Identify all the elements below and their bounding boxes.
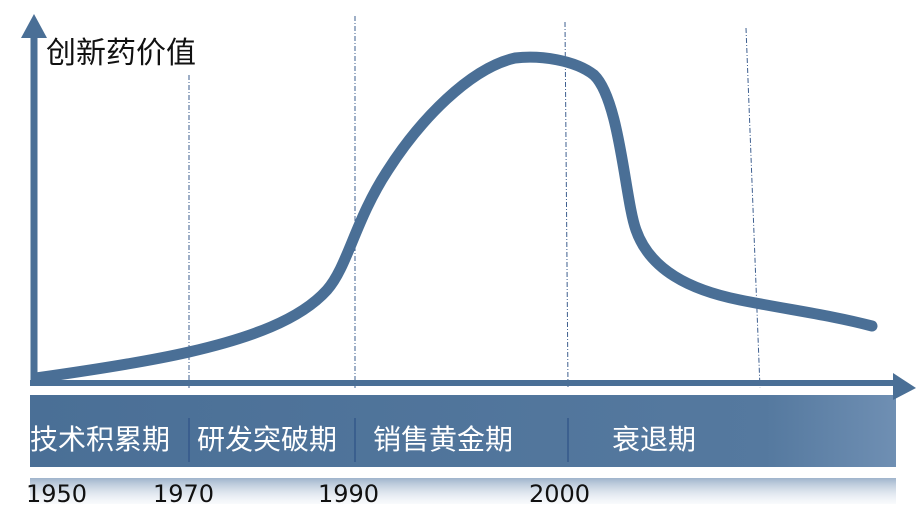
value-curve bbox=[30, 51, 878, 384]
y-axis-arrowhead bbox=[21, 14, 47, 38]
x-axis-arrowhead bbox=[893, 373, 916, 400]
year-label-2000: 2000 bbox=[529, 480, 591, 508]
year-label-1950: 1950 bbox=[26, 480, 88, 508]
y-axis-label: 创新药价值 bbox=[46, 36, 196, 71]
phase-label-decline: 衰退期 bbox=[612, 423, 697, 456]
guide-line-4 bbox=[745, 27, 761, 389]
year-label-1990: 1990 bbox=[318, 480, 380, 508]
year-label-1970: 1970 bbox=[153, 480, 215, 508]
phase-label-golden-sales: 销售黄金期 bbox=[373, 423, 514, 456]
timeline-band bbox=[30, 395, 896, 467]
guide-line-2000 bbox=[564, 21, 569, 389]
phase-label-breakthrough: 研发突破期 bbox=[197, 423, 338, 456]
phase-label-accumulation: 技术积累期 bbox=[30, 423, 171, 456]
timeline-reflection bbox=[30, 478, 896, 504]
